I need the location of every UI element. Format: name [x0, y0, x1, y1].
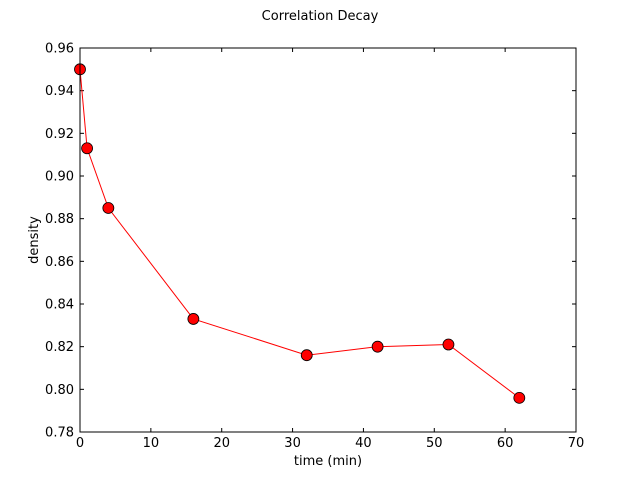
series-line [79, 69, 520, 399]
data-point [371, 340, 384, 353]
y-axis-label: density [27, 216, 42, 264]
x-tick-label: 10 [143, 436, 160, 451]
data-point [102, 202, 115, 214]
x-tick-label: 30 [284, 436, 301, 451]
y-tick-label: 0.90 [45, 170, 74, 185]
y-tick-label: 0.78 [45, 426, 74, 441]
y-tick-label: 0.86 [45, 255, 74, 270]
data-point [442, 338, 455, 351]
y-tick-label: 0.92 [45, 127, 74, 142]
y-tick-label: 0.94 [45, 84, 74, 99]
data-series [74, 63, 526, 404]
data-point [513, 391, 526, 404]
y-tick-label: 0.82 [45, 340, 74, 355]
y-tick-label: 0.84 [45, 298, 74, 313]
data-point [81, 142, 93, 155]
y-tick-label: 0.80 [45, 383, 74, 398]
y-tick-label: 0.88 [45, 212, 74, 227]
axis-ticks: 0 10 20 30 40 50 60 70 0.78 0.80 0.82 0.84 0.86 0.88 0… [45, 42, 584, 452]
data-point [300, 349, 313, 362]
x-tick-label: 60 [497, 436, 514, 451]
x-tick-label: 0 [76, 436, 84, 451]
y-tick-label: 0.96 [45, 42, 74, 57]
x-tick-label: 40 [355, 436, 372, 451]
chart-title: Correlation Decay [262, 9, 379, 24]
x-tick-label: 50 [426, 436, 443, 451]
plot-frame [79, 47, 577, 433]
x-axis-label: time (min) [294, 454, 362, 469]
data-point [187, 313, 200, 325]
x-tick-label: 20 [213, 436, 230, 451]
x-tick-label: 70 [568, 436, 585, 451]
